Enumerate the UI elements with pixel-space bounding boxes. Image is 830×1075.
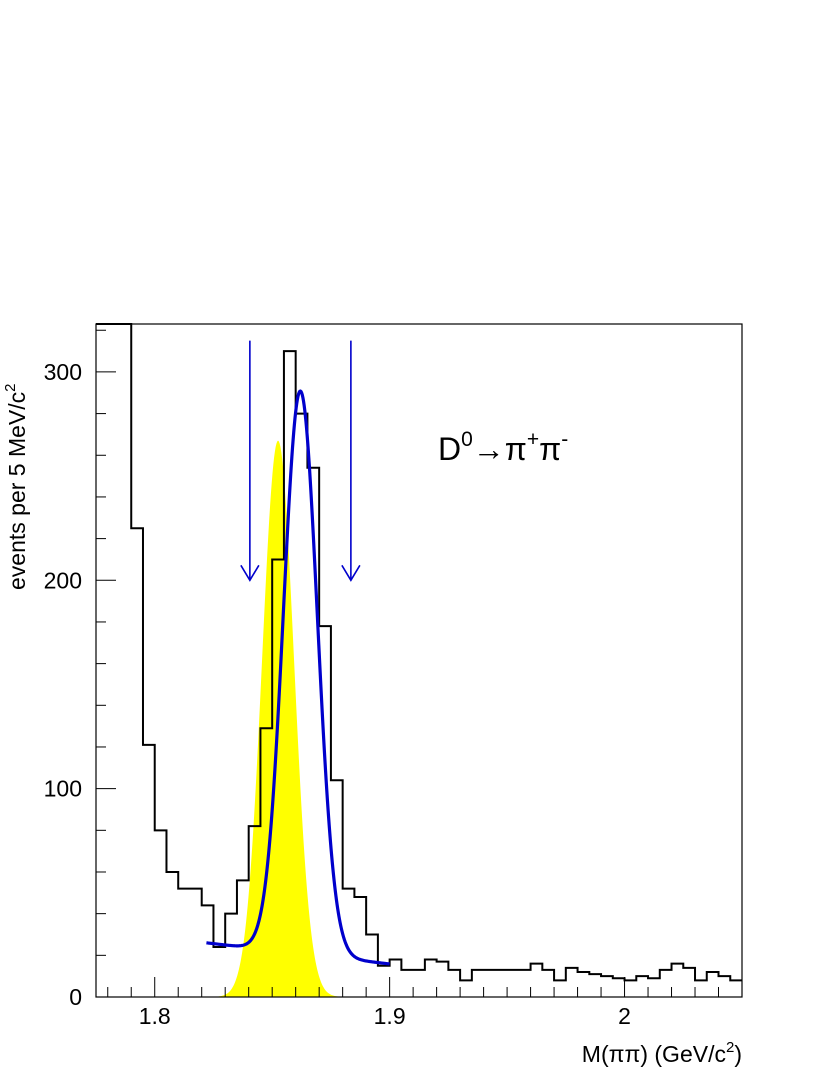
plot-frame — [95, 323, 743, 998]
x-tick-labels: 1.8 1.9 2 — [139, 1003, 631, 1029]
axes-layer — [96, 329, 743, 998]
y-axis-label: events per 5 MeV/c2 — [2, 384, 30, 591]
y-axis-label-main: events per 5 MeV/c — [4, 392, 30, 590]
x-tick-label: 1.9 — [374, 1003, 406, 1029]
annotation-d: D — [438, 431, 461, 467]
histogram-steps — [96, 323, 742, 982]
x-tick-label: 1.8 — [139, 1003, 171, 1029]
y-tick-label: 200 — [44, 567, 82, 593]
x-axis-label-main: M(ππ) (GeV/c — [582, 1041, 726, 1067]
arrow-layer — [240, 340, 361, 582]
y-axis-label-superscript: 2 — [2, 384, 19, 392]
y-tick-label: 100 — [44, 776, 82, 802]
y-tick-label: 0 — [69, 984, 82, 1010]
x-tick-label: 2 — [618, 1003, 631, 1029]
fit-curve-layer — [206, 389, 390, 966]
x-axis-label: M(ππ) (GeV/c2) — [582, 1039, 742, 1067]
y-tick-label: 300 — [44, 359, 82, 385]
decay-annotation: D0→π+π- — [438, 428, 568, 467]
cut-arrow-head-2 — [341, 564, 361, 582]
annotation-pi: π — [539, 431, 561, 467]
fit-curve — [206, 389, 390, 966]
annotation-arrow-pi: →π — [473, 431, 527, 467]
y-tick-labels: 0 100 200 300 — [44, 359, 82, 1010]
x-axis-label-superscript: 2 — [726, 1039, 734, 1056]
histogram-layer — [96, 323, 742, 982]
cut-arrow-head-1 — [240, 564, 260, 582]
annotation-sup-minus: - — [561, 428, 568, 451]
annotation-sup-0: 0 — [461, 428, 473, 451]
annotation-sup-plus: + — [527, 428, 539, 451]
x-axis-label-end: ) — [734, 1041, 742, 1067]
